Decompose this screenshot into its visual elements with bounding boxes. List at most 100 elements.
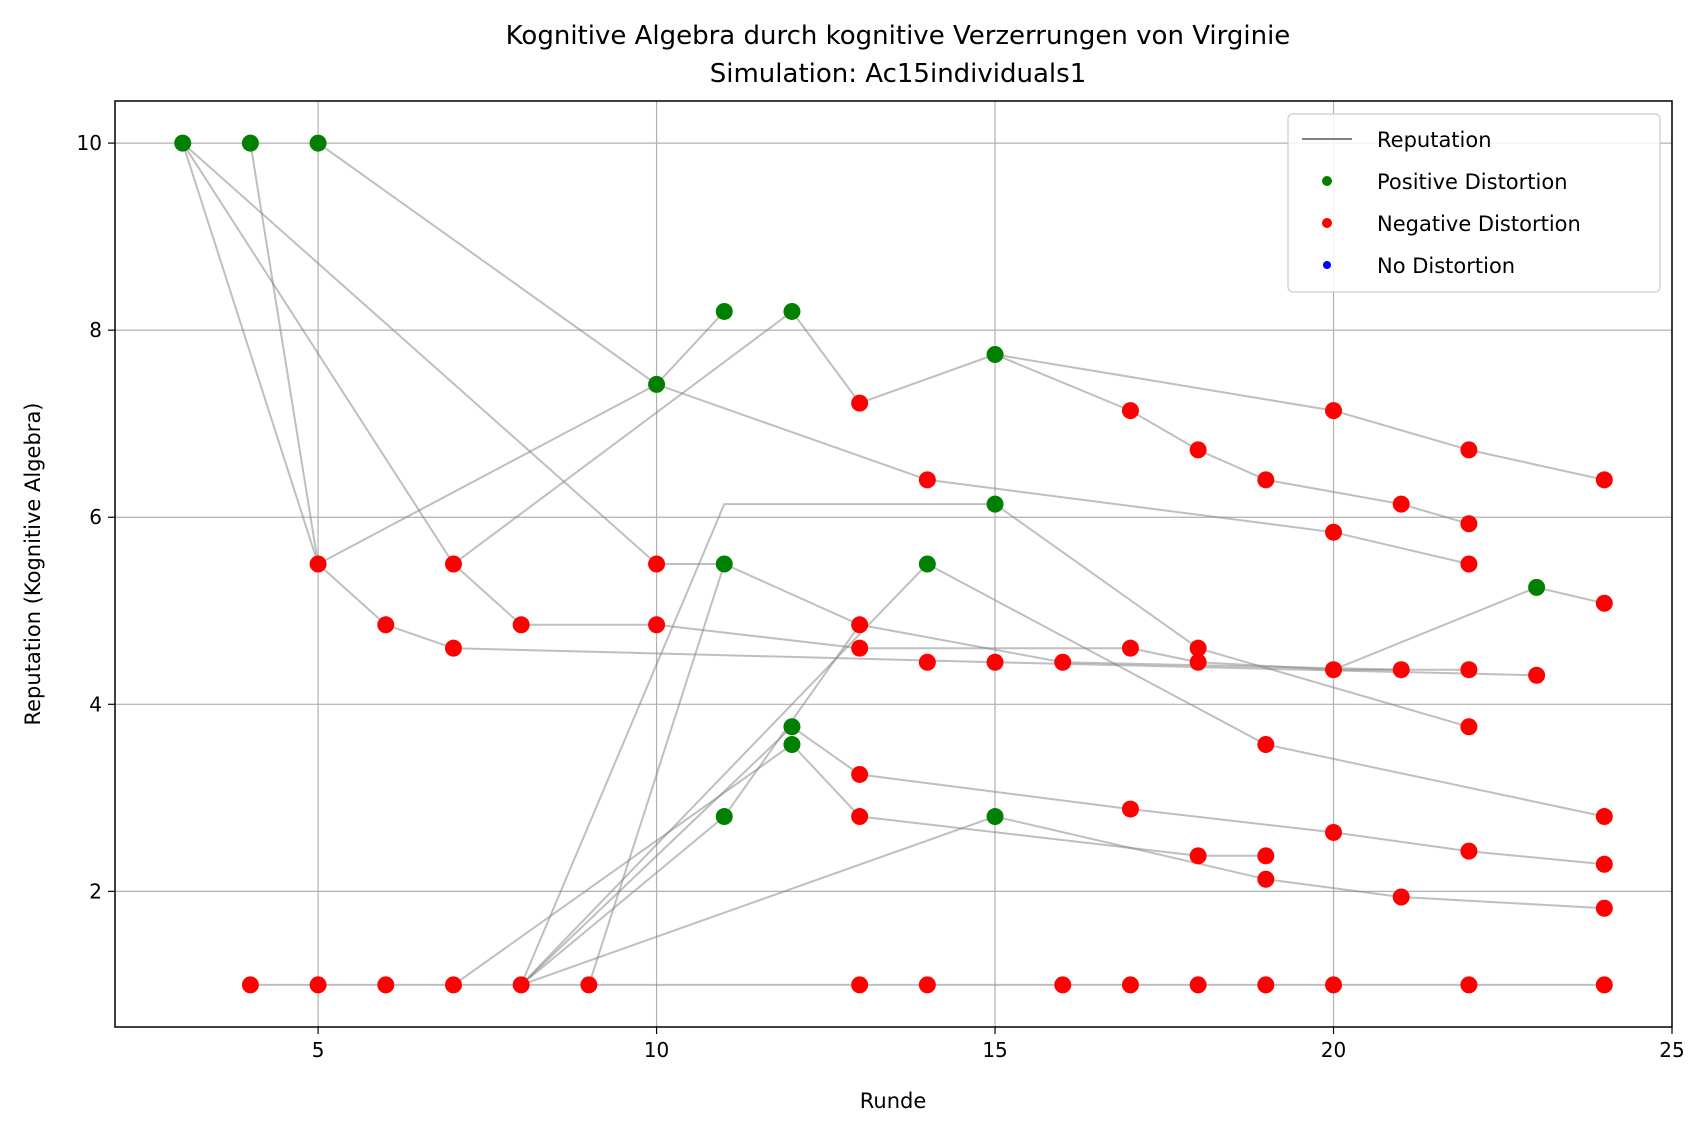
negative-distortion-point xyxy=(1528,666,1546,684)
positive-distortion-point xyxy=(783,302,801,320)
positive-distortion-point xyxy=(715,555,733,573)
negative-distortion-point xyxy=(1460,718,1478,736)
negative-distortion-point xyxy=(1460,661,1478,679)
negative-distortion-point xyxy=(512,976,530,994)
reputation-line xyxy=(520,562,1605,986)
negative-distortion-point xyxy=(1460,842,1478,860)
negative-distortion-point xyxy=(241,976,259,994)
negative-distortion-point xyxy=(918,653,936,671)
reputation-line xyxy=(994,353,1605,481)
positive-distortion-point xyxy=(715,808,733,826)
y-axis-ticks: 2 4 6 8 10 xyxy=(77,131,115,903)
positive-distortion-point xyxy=(174,134,192,152)
x-axis-label: Runde xyxy=(860,1089,927,1113)
negative-distortion-point xyxy=(1054,653,1072,671)
negative-distortion-point xyxy=(1189,639,1207,657)
negative-distortion-point xyxy=(1121,639,1139,657)
y-tick-label: 6 xyxy=(89,505,102,529)
positive-distortion-point xyxy=(715,302,733,320)
x-tick-label: 20 xyxy=(1321,1038,1346,1062)
negative-distortion-point xyxy=(918,976,936,994)
negative-distortion-point xyxy=(1325,523,1343,541)
negative-distortion-point xyxy=(1189,847,1207,865)
negative-distortion-point xyxy=(1460,441,1478,459)
negative-distortion-point xyxy=(851,976,869,994)
negative-distortion-point xyxy=(309,976,327,994)
negative-distortion-point xyxy=(648,616,666,634)
negative-distortion-point xyxy=(377,976,395,994)
x-tick-label: 25 xyxy=(1659,1038,1684,1062)
negative-distortion-point xyxy=(918,471,936,489)
reputation-line xyxy=(1333,586,1605,671)
negative-distortion-point xyxy=(1189,441,1207,459)
y-tick-label: 2 xyxy=(89,879,102,903)
negative-distortion-point xyxy=(1325,976,1343,994)
negative-distortion-point xyxy=(1257,976,1275,994)
positive-distortion-point xyxy=(918,555,936,573)
negative-distortion-point xyxy=(1595,808,1613,826)
negative-distortion-point xyxy=(851,808,869,826)
x-axis-ticks: 5 10 15 20 25 xyxy=(312,1027,1685,1062)
legend-box xyxy=(1287,113,1661,293)
chart-subtitle: Simulation: Ac15individuals1 xyxy=(710,59,1087,89)
negative-distortion-point xyxy=(1595,855,1613,873)
negative-distortion-point xyxy=(512,616,530,634)
negative-distortion-point xyxy=(851,765,869,783)
legend-none-swatch xyxy=(1323,261,1331,269)
negative-distortion-point xyxy=(444,555,462,573)
positive-distortion-point xyxy=(783,736,801,754)
legend-positive-label: Positive Distortion xyxy=(1377,170,1568,194)
negative-distortion-point xyxy=(1392,661,1410,679)
negative-distortion-point xyxy=(851,616,869,634)
positive-distortion-point xyxy=(241,134,259,152)
positive-distortion-point xyxy=(783,718,801,736)
positive-distortion-point xyxy=(986,495,1004,513)
negative-distortion-point xyxy=(1392,888,1410,906)
reputation-line xyxy=(181,142,1469,671)
negative-distortion-point xyxy=(851,639,869,657)
negative-distortion-point xyxy=(1121,800,1139,818)
positive-distortion-point xyxy=(986,808,1004,826)
negative-distortion-point xyxy=(1121,976,1139,994)
legend-none-label: No Distortion xyxy=(1377,254,1515,278)
negative-distortion-point xyxy=(1460,555,1478,573)
positive-distortion-point xyxy=(986,345,1004,363)
positive-distortion-point xyxy=(648,375,666,393)
reputation-line xyxy=(520,815,1605,986)
negative-distortion-point xyxy=(1595,976,1613,994)
negative-distortion-point xyxy=(580,976,598,994)
negative-distortion-point xyxy=(377,616,395,634)
legend-reputation-label: Reputation xyxy=(1377,128,1492,152)
y-tick-label: 10 xyxy=(77,131,102,155)
legend: Reputation Positive Distortion Negative … xyxy=(1287,113,1661,293)
data-points xyxy=(174,134,1613,994)
negative-distortion-point xyxy=(1392,495,1410,513)
negative-distortion-point xyxy=(444,639,462,657)
negative-distortion-point xyxy=(1257,471,1275,489)
negative-distortion-point xyxy=(1595,899,1613,917)
reputation-line xyxy=(181,142,1537,677)
negative-distortion-point xyxy=(986,653,1004,671)
positive-distortion-point xyxy=(309,134,327,152)
y-tick-label: 4 xyxy=(89,692,102,716)
x-tick-label: 10 xyxy=(644,1038,669,1062)
legend-positive-swatch xyxy=(1322,176,1332,186)
negative-distortion-point xyxy=(1460,976,1478,994)
positive-distortion-point xyxy=(1528,578,1546,596)
negative-distortion-point xyxy=(1189,976,1207,994)
negative-distortion-point xyxy=(1325,402,1343,420)
negative-distortion-point xyxy=(1189,653,1207,671)
negative-distortion-point xyxy=(444,976,462,994)
negative-distortion-point xyxy=(648,555,666,573)
negative-distortion-point xyxy=(851,394,869,412)
negative-distortion-point xyxy=(1121,402,1139,420)
negative-distortion-point xyxy=(309,555,327,573)
x-tick-label: 15 xyxy=(982,1038,1007,1062)
reputation-line xyxy=(249,142,726,566)
negative-distortion-point xyxy=(1325,661,1343,679)
legend-negative-label: Negative Distortion xyxy=(1377,212,1581,236)
negative-distortion-point xyxy=(1595,471,1613,489)
chart-title: Kognitive Algebra durch kognitive Verzer… xyxy=(506,21,1291,51)
y-tick-label: 8 xyxy=(89,318,102,342)
